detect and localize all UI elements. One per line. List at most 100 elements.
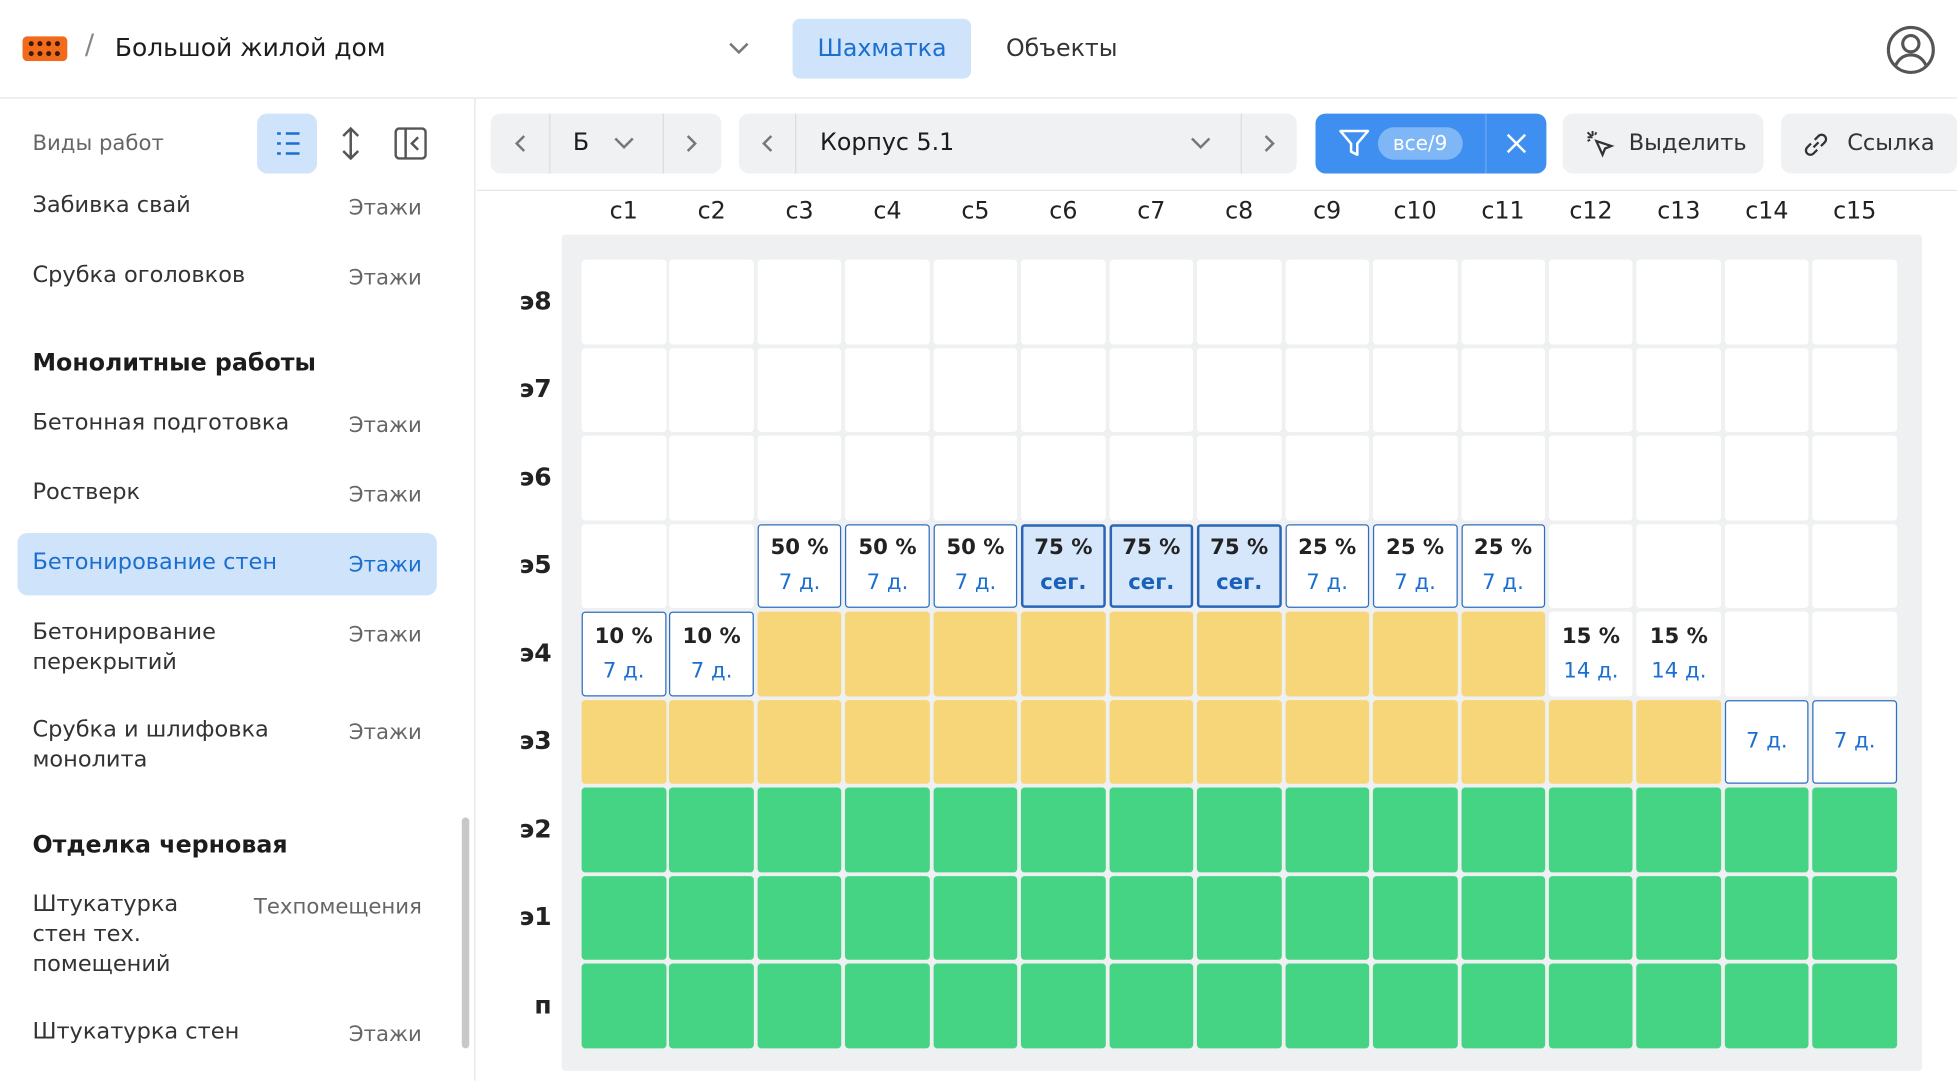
cell[interactable]: [581, 875, 666, 960]
cell[interactable]: [1197, 435, 1282, 520]
cell[interactable]: [1636, 259, 1721, 344]
chevron[interactable]: [726, 40, 751, 57]
cell[interactable]: [1021, 963, 1106, 1048]
work-item[interactable]: Бетонирование стен Этажи: [17, 532, 437, 596]
cell[interactable]: [669, 435, 754, 520]
cell[interactable]: [1197, 347, 1282, 432]
work-item[interactable]: Ростверк Этажи: [17, 463, 436, 525]
cell[interactable]: [845, 787, 930, 872]
link-button[interactable]: Ссылка: [1781, 113, 1957, 174]
cell[interactable]: 50 % 7 д.: [933, 523, 1018, 608]
tab[interactable]: Объекты: [1005, 34, 1118, 63]
cell[interactable]: [1109, 699, 1194, 784]
cell[interactable]: 50 % 7 д.: [757, 523, 842, 608]
cell[interactable]: [1460, 875, 1546, 960]
collapse-button[interactable]: [394, 127, 427, 160]
work-item[interactable]: Забивка свай Этажи: [17, 176, 436, 238]
cell[interactable]: [1021, 787, 1106, 872]
cell[interactable]: [1285, 347, 1370, 432]
cell[interactable]: [1285, 875, 1370, 960]
tab[interactable]: Шахматка: [792, 18, 972, 79]
avatar[interactable]: [1885, 24, 1937, 76]
next[interactable]: [1259, 134, 1279, 154]
cell[interactable]: [1812, 259, 1897, 344]
cell[interactable]: [1021, 875, 1106, 960]
cell[interactable]: [1372, 963, 1458, 1048]
list-view-button[interactable]: [257, 113, 318, 174]
cell[interactable]: [1197, 699, 1282, 784]
cell[interactable]: [1724, 523, 1809, 608]
cell[interactable]: [1812, 875, 1897, 960]
cell[interactable]: [1460, 435, 1546, 520]
clear-filter[interactable]: [1505, 132, 1527, 154]
cell[interactable]: [1372, 435, 1458, 520]
scrollbar[interactable]: [461, 817, 470, 1049]
cell[interactable]: [1636, 435, 1721, 520]
cell[interactable]: [1372, 611, 1458, 696]
project-title[interactable]: Большой жилой дом: [114, 32, 386, 63]
cell[interactable]: [1109, 611, 1194, 696]
cell[interactable]: [581, 347, 666, 432]
cell[interactable]: [1285, 611, 1370, 696]
cell[interactable]: [757, 875, 842, 960]
cell[interactable]: 75 % сег.: [1109, 523, 1194, 608]
cell[interactable]: [1548, 699, 1634, 784]
work-item[interactable]: Срубка оголовков Этажи: [17, 246, 436, 308]
cell[interactable]: [1636, 875, 1721, 960]
work-item[interactable]: Бетонирование перекрытий Этажи: [17, 603, 436, 693]
cell[interactable]: [1636, 699, 1721, 784]
cell[interactable]: [845, 611, 930, 696]
cell[interactable]: [1636, 787, 1721, 872]
cell[interactable]: 75 % сег.: [1197, 523, 1282, 608]
cell[interactable]: [757, 259, 842, 344]
cell[interactable]: 50 % 7 д.: [845, 523, 930, 608]
cell[interactable]: [845, 699, 930, 784]
cell[interactable]: [581, 787, 666, 872]
work-item[interactable]: Штукатурка стен Этажи: [17, 1002, 436, 1064]
cell[interactable]: [1460, 699, 1546, 784]
cell[interactable]: [1812, 435, 1897, 520]
cell[interactable]: [1109, 259, 1194, 344]
select-button[interactable]: Выделить: [1562, 113, 1764, 174]
cell[interactable]: 10 % 7 д.: [669, 611, 754, 696]
cell[interactable]: [1724, 611, 1809, 696]
cell[interactable]: [757, 699, 842, 784]
cell[interactable]: [1460, 347, 1546, 432]
cell[interactable]: [1109, 787, 1194, 872]
cell[interactable]: [1372, 699, 1458, 784]
cell[interactable]: [1109, 963, 1194, 1048]
cell[interactable]: [1021, 611, 1106, 696]
expand-button[interactable]: [334, 126, 366, 161]
cell[interactable]: [933, 875, 1018, 960]
cell[interactable]: [1724, 347, 1809, 432]
cell[interactable]: [581, 523, 666, 608]
cell[interactable]: 7 д.: [1724, 699, 1809, 784]
cell[interactable]: [933, 347, 1018, 432]
cell[interactable]: [757, 963, 842, 1048]
cell[interactable]: [1636, 963, 1721, 1048]
cell[interactable]: [1548, 259, 1634, 344]
cell[interactable]: [669, 963, 754, 1048]
cell[interactable]: [669, 787, 754, 872]
cell[interactable]: [581, 259, 666, 344]
cell[interactable]: 25 % 7 д.: [1372, 523, 1458, 608]
cell[interactable]: [1285, 699, 1370, 784]
cell[interactable]: [1021, 259, 1106, 344]
cell[interactable]: [581, 963, 666, 1048]
cell[interactable]: [1636, 347, 1721, 432]
cell[interactable]: 7 д.: [1812, 699, 1897, 784]
cell[interactable]: [1197, 963, 1282, 1048]
cell[interactable]: [933, 611, 1018, 696]
cell[interactable]: [1197, 611, 1282, 696]
cell[interactable]: [1812, 611, 1897, 696]
cell[interactable]: [1285, 435, 1370, 520]
cell[interactable]: [757, 787, 842, 872]
cell[interactable]: [933, 963, 1018, 1048]
filter-button[interactable]: все/9: [1315, 113, 1547, 174]
cell[interactable]: 25 % 7 д.: [1460, 523, 1546, 608]
cell[interactable]: [1548, 523, 1634, 608]
cell[interactable]: [757, 435, 842, 520]
cell[interactable]: [1460, 787, 1546, 872]
cell[interactable]: [1109, 435, 1194, 520]
section-select[interactable]: Б: [549, 113, 664, 174]
